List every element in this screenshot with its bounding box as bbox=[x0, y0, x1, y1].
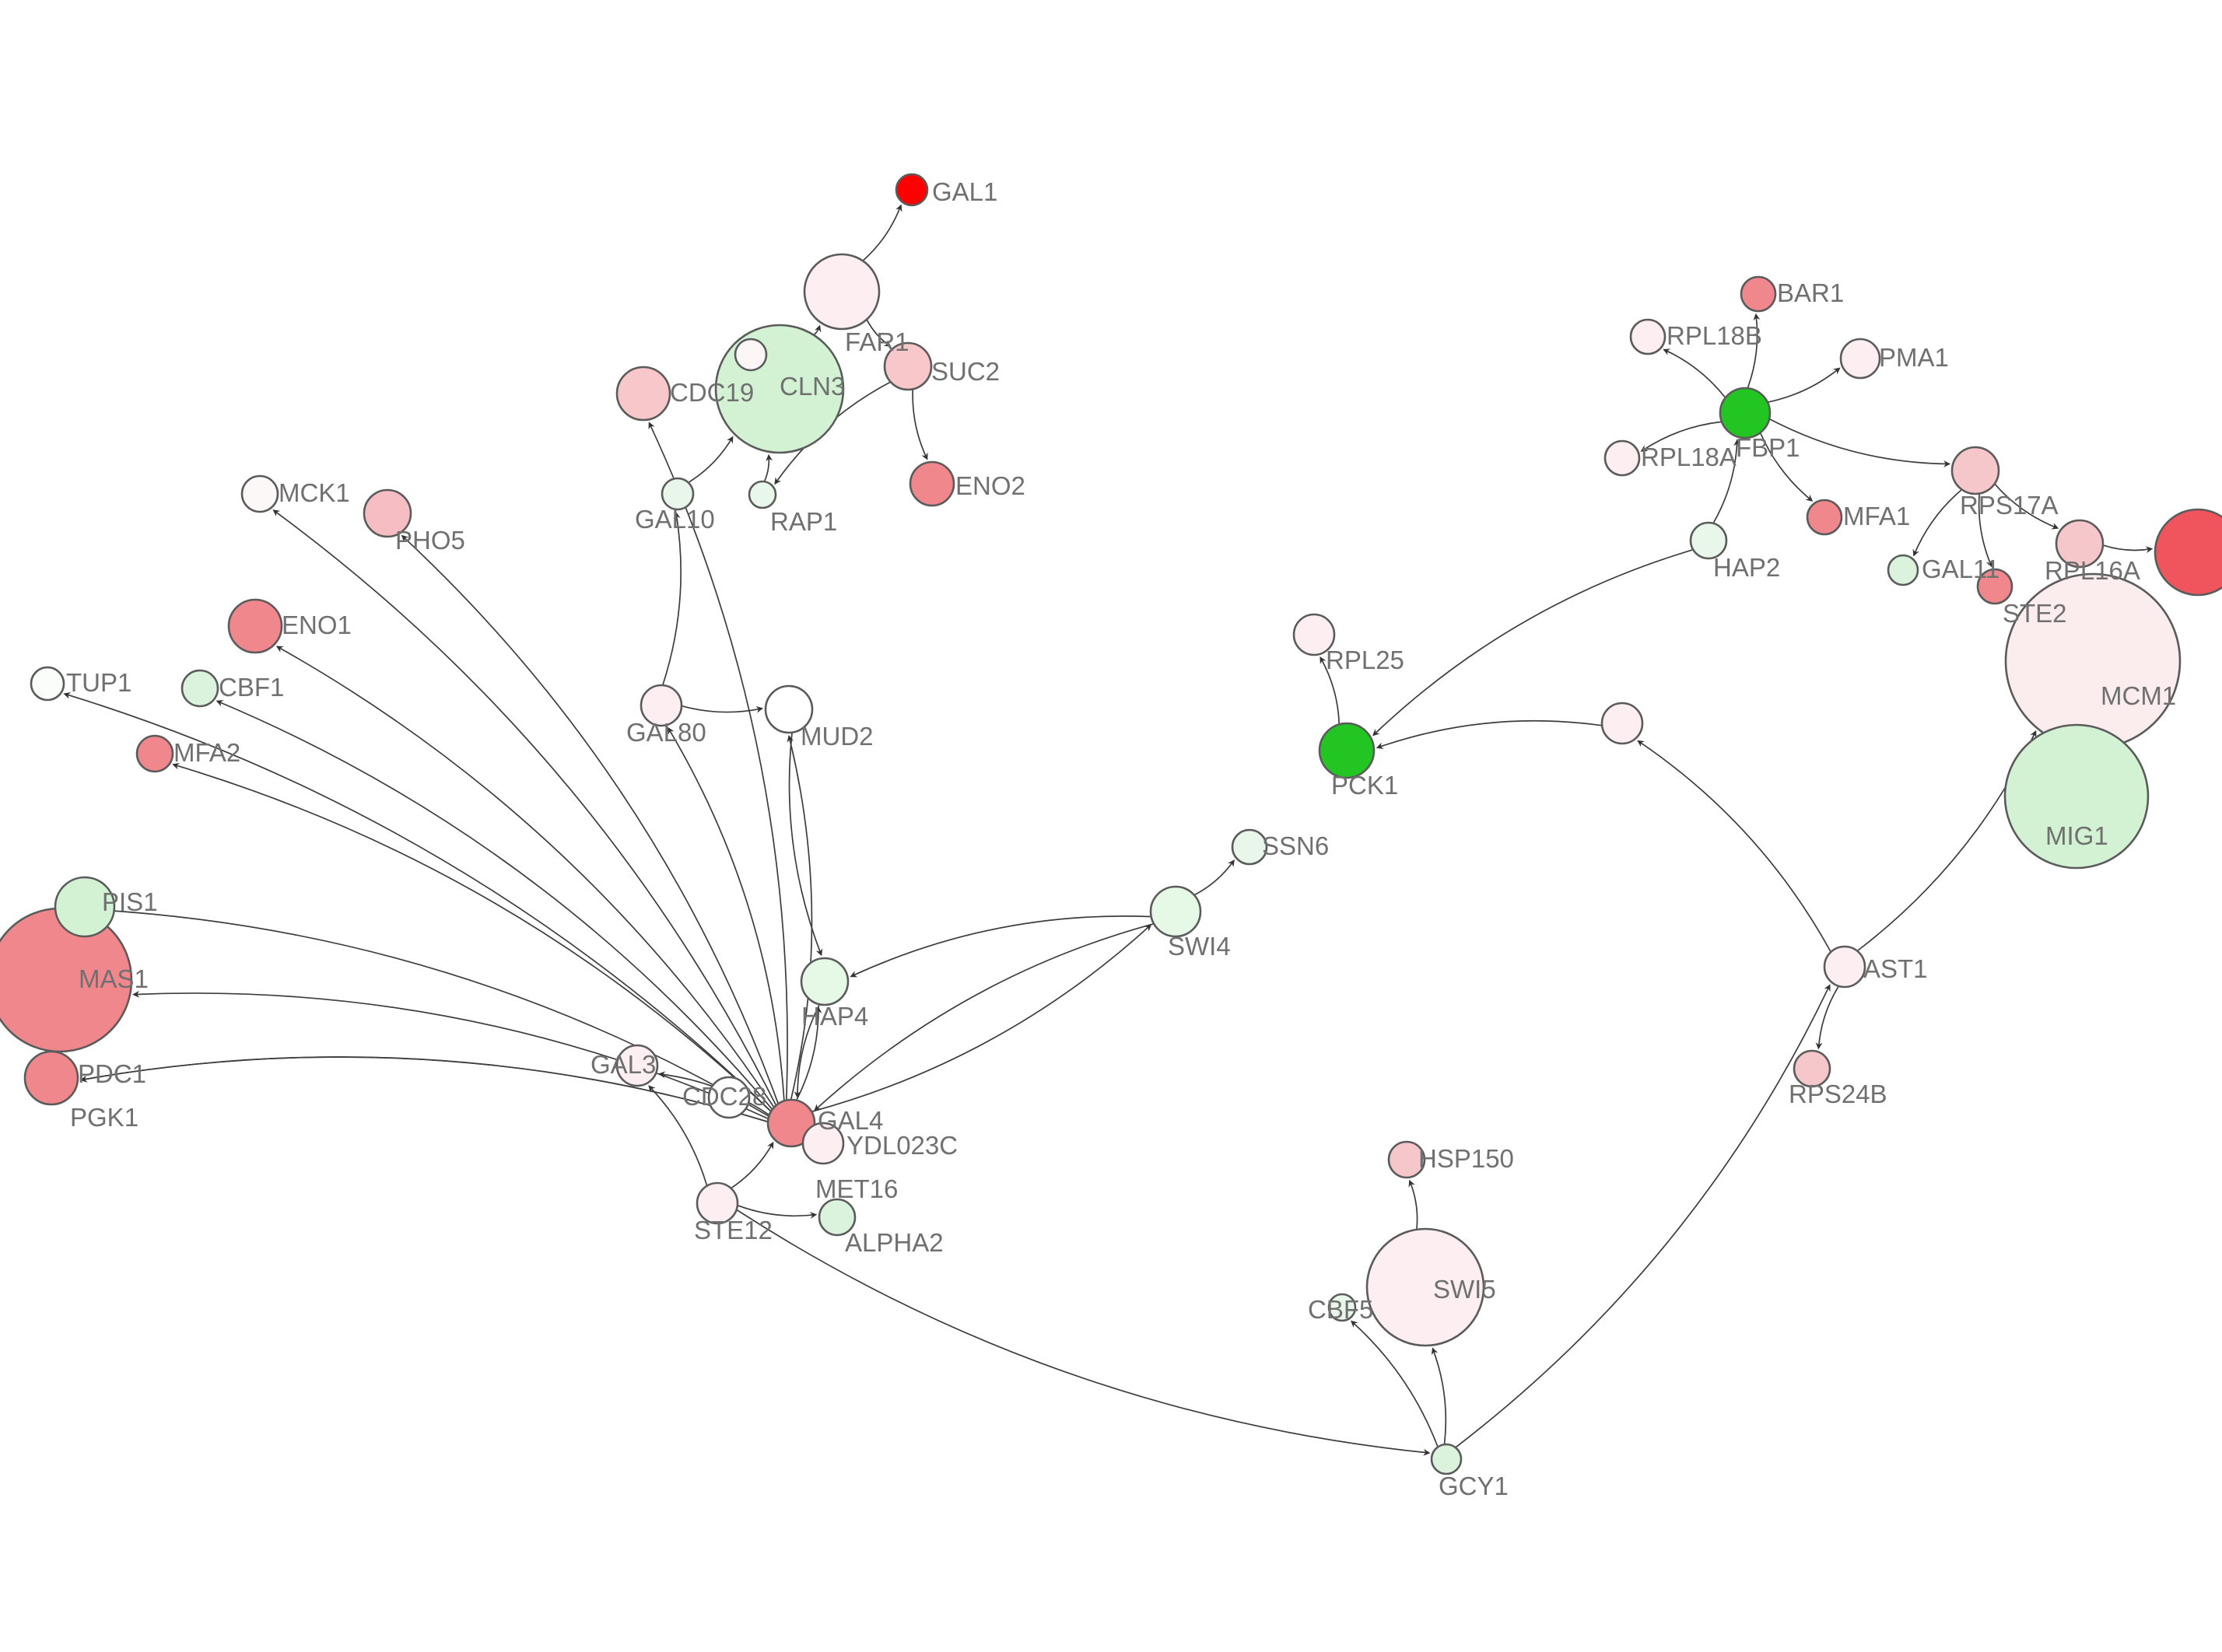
svg-text:GCY1: GCY1 bbox=[1439, 1472, 1509, 1500]
svg-text:GAL3: GAL3 bbox=[591, 1050, 656, 1079]
svg-text:HAP2: HAP2 bbox=[1713, 553, 1780, 582]
svg-text:MUD2: MUD2 bbox=[801, 722, 874, 751]
svg-text:PGK1: PGK1 bbox=[70, 1103, 138, 1132]
svg-text:BAR1: BAR1 bbox=[1777, 278, 1844, 307]
svg-text:CBF1: CBF1 bbox=[219, 673, 284, 702]
svg-text:PCK1: PCK1 bbox=[1331, 771, 1398, 800]
svg-text:ENO1: ENO1 bbox=[282, 611, 352, 639]
svg-text:YDL023C: YDL023C bbox=[846, 1131, 958, 1160]
svg-text:GAL11: GAL11 bbox=[1922, 555, 1999, 583]
svg-text:RPL18A: RPL18A bbox=[1641, 443, 1737, 471]
svg-text:MCM1: MCM1 bbox=[2101, 681, 2176, 710]
svg-text:HAP4: HAP4 bbox=[801, 1002, 868, 1031]
svg-text:MAS1: MAS1 bbox=[79, 964, 149, 993]
svg-text:STE2: STE2 bbox=[2003, 599, 2067, 628]
svg-text:RAP1: RAP1 bbox=[770, 507, 837, 536]
svg-text:CDC28: CDC28 bbox=[682, 1082, 766, 1111]
svg-text:CDC19: CDC19 bbox=[670, 378, 754, 407]
svg-text:PIS1: PIS1 bbox=[102, 887, 158, 916]
svg-text:MET16: MET16 bbox=[815, 1174, 898, 1203]
svg-text:MFA1: MFA1 bbox=[1843, 502, 1910, 530]
svg-text:AST1: AST1 bbox=[1863, 954, 1928, 983]
svg-text:MCK1: MCK1 bbox=[279, 478, 350, 507]
svg-text:SUC2: SUC2 bbox=[931, 357, 1000, 386]
svg-text:PHO5: PHO5 bbox=[395, 526, 465, 555]
svg-text:FAR1: FAR1 bbox=[845, 327, 909, 356]
svg-text:SWI5: SWI5 bbox=[1433, 1275, 1496, 1304]
svg-text:HSP150: HSP150 bbox=[1418, 1144, 1514, 1173]
svg-text:GAL10: GAL10 bbox=[635, 505, 715, 534]
svg-text:ENO2: ENO2 bbox=[955, 471, 1025, 500]
svg-text:TUP1: TUP1 bbox=[66, 668, 131, 697]
svg-text:GAL1: GAL1 bbox=[932, 177, 997, 206]
svg-text:MIG1: MIG1 bbox=[2045, 821, 2108, 850]
svg-text:RPL16A: RPL16A bbox=[2045, 556, 2140, 585]
svg-text:PMA1: PMA1 bbox=[1879, 343, 1949, 372]
svg-text:CLN3: CLN3 bbox=[780, 372, 845, 401]
svg-text:RPL25: RPL25 bbox=[1326, 646, 1404, 674]
svg-text:PDC1: PDC1 bbox=[78, 1059, 146, 1088]
svg-text:SSN6: SSN6 bbox=[1262, 831, 1329, 860]
svg-text:RPS17A: RPS17A bbox=[1960, 491, 2059, 520]
svg-text:GAL80: GAL80 bbox=[626, 718, 706, 747]
svg-text:RPL18B: RPL18B bbox=[1666, 321, 1762, 350]
svg-text:SWI4: SWI4 bbox=[1168, 932, 1231, 961]
svg-text:FBP1: FBP1 bbox=[1736, 433, 1800, 462]
svg-text:RPS24B: RPS24B bbox=[1789, 1080, 1887, 1108]
svg-text:STE12: STE12 bbox=[694, 1216, 773, 1244]
svg-text:CBF5: CBF5 bbox=[1308, 1295, 1373, 1324]
svg-text:ALPHA2: ALPHA2 bbox=[845, 1228, 944, 1257]
svg-text:MFA2: MFA2 bbox=[173, 738, 240, 767]
